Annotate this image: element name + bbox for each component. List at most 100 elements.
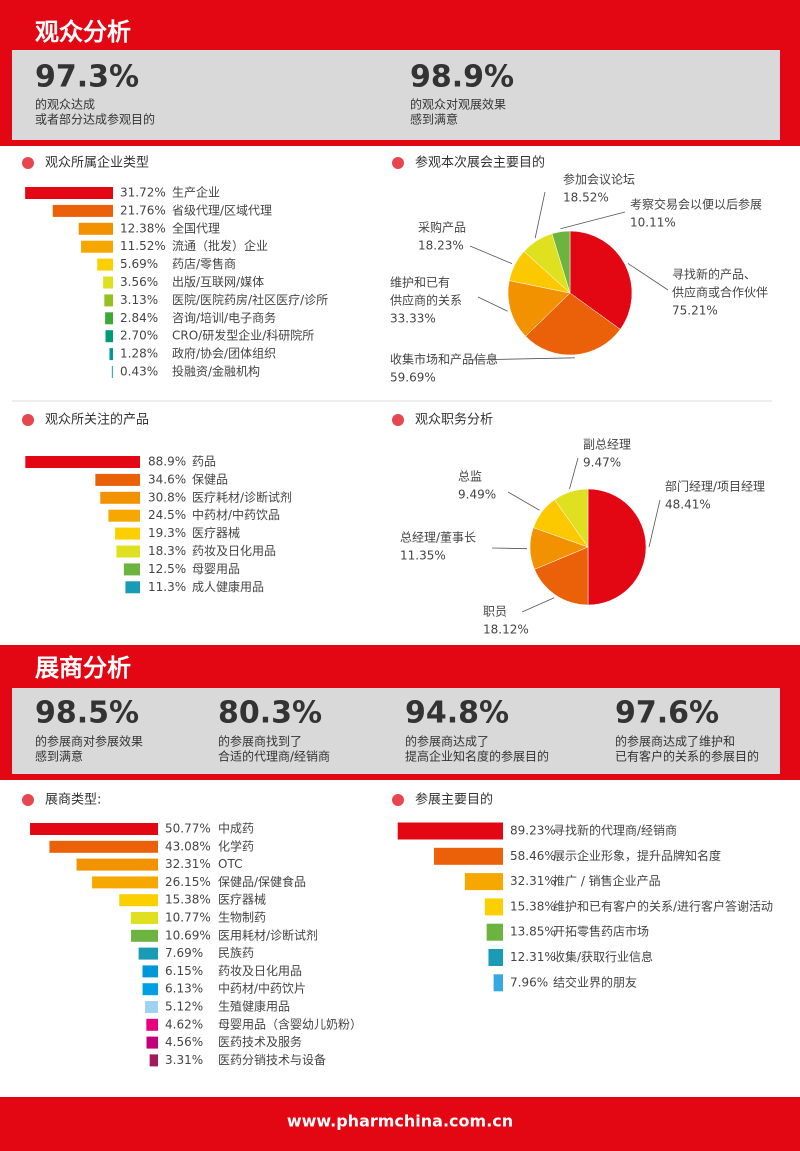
- bar: [25, 187, 114, 199]
- stat-value: 97.3%: [35, 60, 139, 95]
- pie-slice: [534, 546, 589, 606]
- bar: [397, 822, 503, 840]
- category-label: 医疗器械: [218, 892, 266, 907]
- value-label: 1.28%: [120, 347, 158, 361]
- category-label: CRO/研发型企业/科研院所: [172, 328, 314, 343]
- chart-title: 观众所关注的产品: [45, 412, 149, 428]
- value-label: 10.69%: [165, 928, 211, 942]
- value-label: 7.69%: [165, 946, 203, 960]
- bar: [146, 1018, 158, 1031]
- chart-title: 观众所属企业类型: [45, 155, 149, 171]
- stat-box: [12, 50, 780, 140]
- stat-desc: 感到满意: [410, 112, 458, 127]
- category-label: 医药分销技术与设备: [218, 1053, 326, 1067]
- slice-value: 9.47%: [583, 456, 621, 470]
- category-label: 母婴用品: [192, 562, 240, 576]
- value-label: 21.76%: [120, 203, 166, 217]
- value-label: 11.52%: [120, 239, 166, 253]
- bar: [81, 240, 113, 253]
- slice-label: 职员: [483, 605, 507, 619]
- bar: [142, 983, 158, 996]
- bar: [125, 581, 140, 594]
- category-label: 医药技术及服务: [218, 1034, 302, 1049]
- category-label: 保健品/保健食品: [218, 874, 306, 889]
- leader-line: [469, 245, 513, 265]
- stat-desc: 感到满意: [35, 749, 83, 764]
- slice-label: 供应商的关系: [390, 293, 462, 308]
- value-label: 5.69%: [120, 257, 158, 271]
- value-label: 12.31%: [510, 950, 556, 964]
- bar: [145, 1001, 158, 1013]
- category-label: 中药材/中药饮品: [192, 507, 280, 522]
- category-label: 全国代理: [172, 220, 220, 235]
- stat-value: 97.6%: [615, 696, 719, 731]
- title-dot: [22, 794, 34, 806]
- bar: [434, 847, 503, 865]
- bar: [149, 1054, 158, 1067]
- slice-value: 75.21%: [672, 304, 718, 318]
- category-label: 中成药: [218, 821, 254, 836]
- footer-band: [0, 1097, 800, 1151]
- chart-title: 参展主要目的: [415, 792, 493, 808]
- bar: [138, 947, 158, 960]
- bar: [493, 974, 503, 992]
- slice-label: 维护和已有: [390, 276, 450, 290]
- stat-desc: 的参展商达成了维护和: [615, 734, 735, 749]
- value-label: 3.13%: [120, 293, 158, 307]
- bar: [111, 366, 113, 378]
- value-label: 26.15%: [165, 875, 211, 889]
- slice-label: 考察交易会以便以后参展: [630, 197, 762, 212]
- value-label: 6.15%: [165, 964, 203, 978]
- value-label: 3.56%: [120, 275, 158, 289]
- footer-url: www.pharmchina.com.cn: [287, 1112, 513, 1131]
- bar: [30, 823, 158, 835]
- bar: [109, 348, 113, 361]
- leader-line: [521, 597, 555, 613]
- value-label: 15.38%: [510, 899, 556, 913]
- value-label: 6.13%: [165, 982, 203, 996]
- category-label: 展示企业形象，提升品牌知名度: [553, 848, 721, 863]
- category-label: 省级代理/区域代理: [172, 203, 272, 217]
- title-dot: [392, 157, 404, 169]
- pie-slice: [525, 292, 621, 356]
- section-title: 展商分析: [35, 654, 131, 682]
- category-label: 政府/协会/团体组织: [172, 346, 276, 361]
- category-label: 中药材/中药饮片: [218, 981, 306, 996]
- value-label: 31.72%: [120, 186, 166, 200]
- slice-value: 33.33%: [390, 312, 436, 326]
- bar: [115, 527, 140, 540]
- category-label: 咨询/培训/电子商务: [172, 310, 276, 325]
- slice-label: 寻找新的产品、: [672, 267, 756, 282]
- stat-value: 80.3%: [218, 696, 322, 731]
- slice-value: 18.52%: [563, 191, 609, 205]
- category-label: 生物制药: [218, 911, 266, 925]
- slice-label: 参加会议论坛: [563, 172, 635, 187]
- value-label: 4.56%: [165, 1035, 203, 1049]
- slice-value: 9.49%: [458, 488, 496, 502]
- category-label: 医用耗材/诊断试剂: [218, 927, 318, 942]
- leader-line: [477, 296, 508, 312]
- pie-slice: [587, 488, 647, 606]
- slice-value: 10.11%: [630, 216, 676, 230]
- slice-value: 11.35%: [400, 549, 446, 563]
- category-label: 保健品: [192, 472, 228, 486]
- value-label: 5.12%: [165, 1000, 203, 1014]
- value-label: 13.85%: [510, 925, 556, 939]
- title-dot: [392, 414, 404, 426]
- bar: [100, 491, 140, 504]
- stat-box: [12, 688, 780, 774]
- value-label: 24.5%: [148, 508, 186, 522]
- slice-value: 18.23%: [418, 239, 464, 253]
- value-label: 3.31%: [165, 1053, 203, 1067]
- bar: [105, 330, 113, 343]
- slice-value: 48.41%: [665, 498, 711, 512]
- category-label: 流通（批发）企业: [172, 238, 268, 253]
- value-label: 11.3%: [148, 580, 186, 594]
- slice-label: 副总经理: [583, 438, 631, 452]
- slice-label: 部门经理/项目经理: [665, 479, 765, 494]
- leader-line: [491, 547, 528, 550]
- leader-line: [627, 263, 669, 291]
- value-label: 15.38%: [165, 893, 211, 907]
